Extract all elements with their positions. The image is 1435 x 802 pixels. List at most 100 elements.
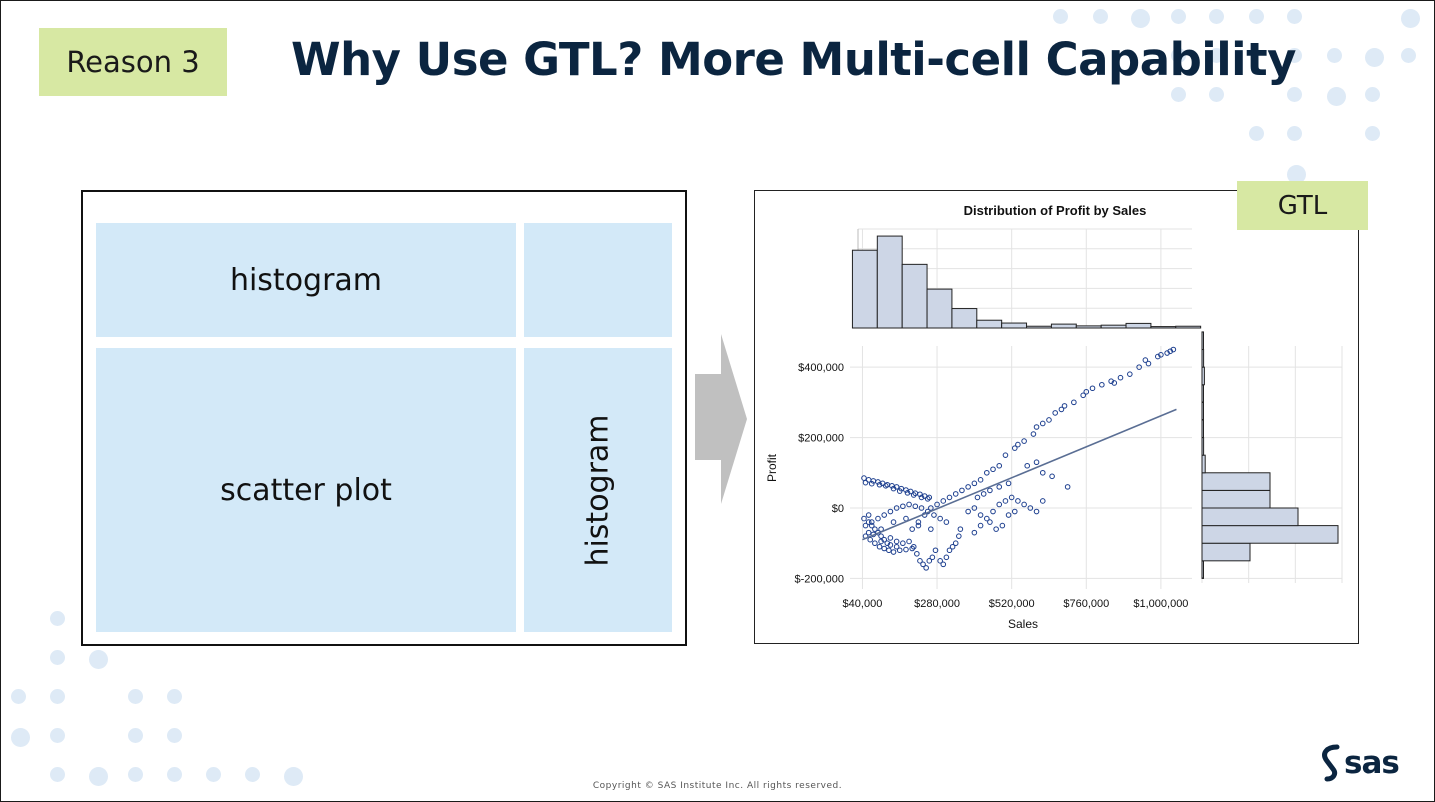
reason-tag: Reason 3 [39,28,227,96]
scatter-point [920,561,926,568]
scatter-point [996,484,1003,490]
sales-histogram-bar [901,263,928,329]
sales-histogram-bar [1075,325,1102,329]
decorative-dot [1401,48,1416,63]
scatter-point [918,505,925,511]
decorative-dot [11,728,30,747]
decorative-dot [206,767,221,782]
chart-title: Distribution of Profit by Sales [964,203,1147,218]
scatter-point [1111,380,1118,386]
decorative-dot [1365,48,1384,67]
scatter-point [937,515,943,522]
scatter-point [876,543,883,550]
sales-histogram-bar [1150,326,1177,329]
scatter-point [904,490,911,496]
scatter-point [1158,352,1164,358]
scatter-point [1015,441,1021,448]
profit-histogram-bar [1201,525,1339,544]
decorative-dot [284,767,303,786]
scatter-point [1005,512,1012,518]
decorative-dot [1171,87,1186,102]
profit-histogram-bar [1201,366,1205,386]
scatter-point [887,542,894,548]
decorative-dot [50,611,65,626]
decorative-dot [50,689,65,704]
x-tick-label: $280,000 [914,598,960,610]
scatter-point [924,496,931,502]
scatter-point [917,491,923,498]
scatter-point [886,547,892,554]
sales-histogram-bar [1026,325,1052,329]
scatter-point [952,540,959,547]
scatter-point [971,529,978,536]
decorative-dot [167,689,182,704]
scatter-point [1167,348,1174,355]
scatter-point [876,481,883,488]
sales-histogram-bar [851,249,878,329]
scatter-point [1039,469,1046,476]
scatter-point [990,508,996,515]
decorative-dot [1365,87,1380,102]
scatter-point [1027,505,1034,511]
scatter-point [943,519,950,525]
profit-histogram-bar [1201,384,1204,403]
decorative-dot [128,728,143,743]
sales-histogram-bar [926,288,953,329]
gtl-chart-frame: $40,000 $280,000 $520,000 $760,000 $1,000,00… [754,190,1359,644]
scatter-point [896,488,903,494]
scatter-point [910,492,917,498]
sales-histogram-bar [876,235,903,329]
scatter-point [907,488,914,495]
fit-line [862,408,1177,541]
scatter-point [971,505,978,511]
scatter-point [909,545,915,552]
scatter-point [1033,459,1040,466]
decorative-dot [11,689,26,704]
decorative-dot [1209,87,1224,102]
decorative-dot [1287,48,1302,63]
scatter-point [999,522,1006,529]
scatter-point [1030,431,1037,437]
scatter-point [868,480,875,487]
x-tick-label: $1,000,000 [1133,598,1188,610]
sas-logo: sas [1319,743,1400,783]
scatter-point [926,558,933,564]
scatter-point [893,505,900,511]
scatter-point [1142,357,1149,363]
decorative-dot [1327,48,1342,63]
scatter-point [915,522,922,529]
scatter-point [1080,392,1086,399]
scatter-point [996,501,1003,508]
decorative-dot [1287,87,1302,102]
decorative-dot [1287,126,1302,141]
scatter-point [940,561,947,568]
scatter-point [940,498,947,504]
decorative-dot [167,728,182,743]
decorative-dot [1131,9,1150,28]
scatter-point [971,480,978,487]
scatter-plot-cell: scatter plot [96,348,516,632]
decorative-dot [89,767,108,786]
scatter-point [965,508,971,515]
scatter-point [890,549,897,555]
decorative-dot [1171,48,1186,63]
scatter-point [993,526,999,532]
decorative-dot [1053,9,1068,24]
scatter-point [1052,410,1059,416]
profit-histogram-bar [1201,489,1271,509]
sales-histogram-bar [1175,325,1202,329]
decorative-dot [50,728,65,743]
scatter-point [1099,381,1105,388]
decorative-dot [1327,87,1346,106]
scatter-point [900,503,906,510]
scatter-point [862,522,869,529]
decorative-dot [167,767,182,782]
copyright-text: Copyright © SAS Institute Inc. All right… [592,781,843,791]
profit-histogram-bar [1201,472,1271,491]
decorative-dot [1249,9,1264,24]
sales-histogram-bar [1125,322,1152,329]
scatter-point [957,526,964,532]
scatter-point [1058,406,1065,413]
scatter-point [893,543,900,550]
